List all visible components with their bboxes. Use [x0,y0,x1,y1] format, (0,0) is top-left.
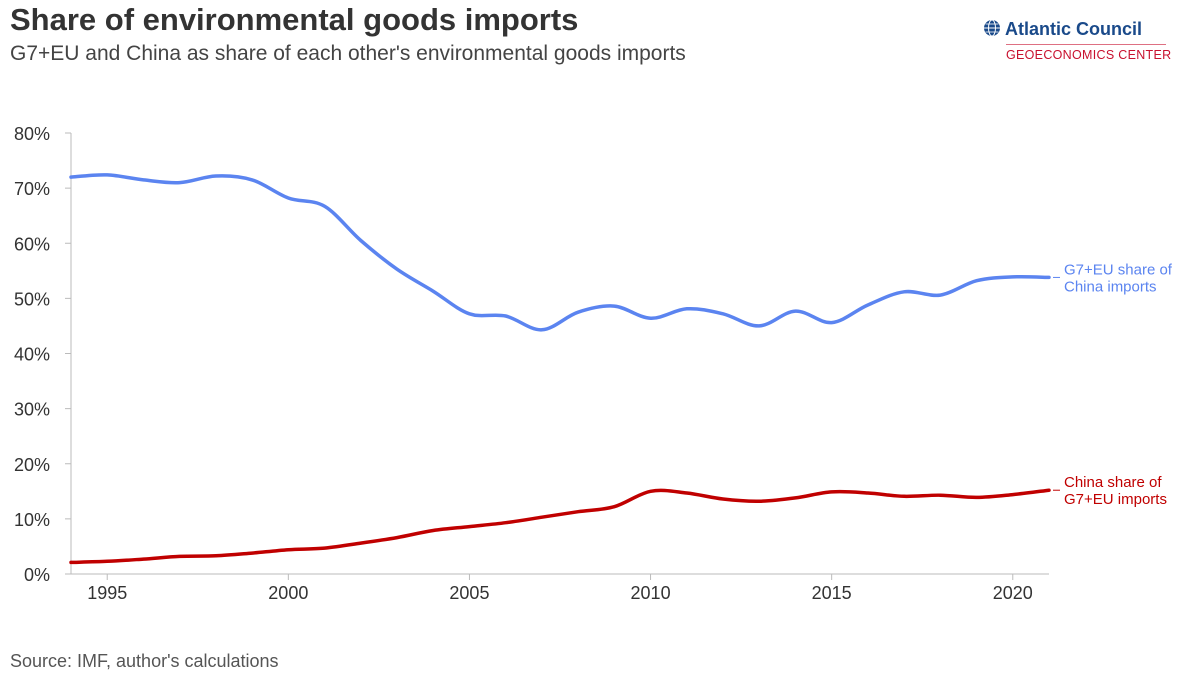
series-line-g7eu [69,173,1051,332]
series-label-china: China share of [1064,474,1162,491]
series-line-china [69,488,1051,565]
y-tick-label: 40% [14,345,50,365]
y-tick-label: 70% [14,179,50,199]
x-tick-label: 2005 [449,583,489,603]
y-tick-label: 30% [14,400,50,420]
chart-subtitle: G7+EU and China as share of each other's… [10,42,686,65]
y-tick-label: 60% [14,234,50,254]
chart-title: Share of environmental goods imports [10,2,579,37]
x-tick-label: 2020 [993,583,1033,603]
y-tick-label: 0% [24,565,50,585]
globe-icon [984,19,1000,37]
source-note: Source: IMF, author's calculations [10,651,279,671]
x-tick-label: 2015 [812,583,852,603]
x-tick-label: 1995 [87,583,127,603]
y-axis: 0% 10% 20% 30% 40% 50% 60% 70% 80% [14,124,72,585]
series-label-g7eu: China imports [1064,278,1157,295]
series-label-g7eu: G7+EU share of [1064,261,1173,278]
logo-subtitle: GEOECONOMICS CENTER [1006,48,1172,62]
logo-divider [1006,44,1166,45]
x-tick-label: 2010 [631,583,671,603]
y-tick-label: 80% [14,124,50,144]
atlantic-council-logo[interactable]: Atlantic Council GEOECONOMICS CENTER [983,14,1183,64]
x-axis: 1995 2000 2005 2010 2015 2020 [71,573,1049,603]
series-label-china: G7+EU imports [1064,491,1167,508]
logo-name: Atlantic Council [1005,19,1143,39]
y-tick-label: 50% [14,289,50,309]
y-tick-label: 20% [14,455,50,475]
series-group [69,173,1051,565]
y-tick-label: 10% [14,510,50,530]
x-tick-label: 2000 [268,583,308,603]
